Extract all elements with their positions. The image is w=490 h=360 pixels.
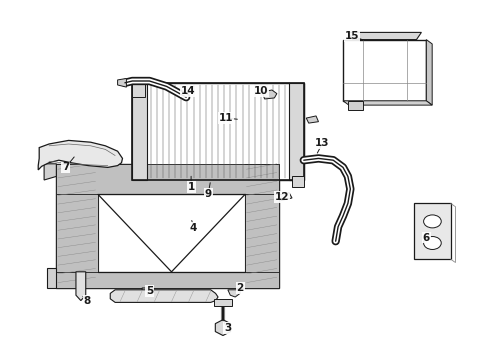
Polygon shape: [343, 40, 426, 101]
Text: 15: 15: [344, 31, 359, 41]
Polygon shape: [56, 164, 98, 288]
Polygon shape: [98, 194, 245, 272]
Text: 2: 2: [237, 283, 244, 293]
Polygon shape: [44, 164, 56, 180]
Polygon shape: [343, 101, 432, 105]
Text: 10: 10: [253, 86, 268, 96]
Polygon shape: [118, 78, 126, 87]
Text: 1: 1: [188, 182, 195, 192]
Polygon shape: [348, 32, 421, 40]
Polygon shape: [414, 203, 451, 259]
Text: 9: 9: [205, 189, 212, 199]
Polygon shape: [132, 83, 147, 180]
Polygon shape: [426, 40, 432, 105]
Text: 4: 4: [190, 222, 197, 233]
Text: 3: 3: [224, 323, 231, 333]
Text: 12: 12: [275, 192, 290, 202]
Polygon shape: [292, 176, 304, 187]
Polygon shape: [306, 116, 318, 123]
Polygon shape: [278, 193, 292, 201]
Polygon shape: [56, 164, 279, 288]
Text: 7: 7: [62, 162, 70, 172]
Polygon shape: [228, 290, 240, 297]
Text: 6: 6: [423, 233, 430, 243]
Circle shape: [423, 237, 441, 249]
Text: 11: 11: [219, 113, 234, 123]
Text: 5: 5: [146, 286, 153, 296]
Polygon shape: [110, 290, 218, 302]
Text: 8: 8: [84, 296, 91, 306]
Polygon shape: [142, 288, 152, 302]
Polygon shape: [215, 320, 231, 336]
Polygon shape: [245, 164, 279, 288]
Polygon shape: [132, 79, 145, 97]
Text: 14: 14: [180, 86, 195, 96]
Polygon shape: [262, 90, 277, 99]
Polygon shape: [47, 268, 56, 288]
Polygon shape: [38, 140, 122, 170]
Polygon shape: [348, 101, 363, 110]
Polygon shape: [56, 272, 279, 288]
Polygon shape: [76, 272, 86, 301]
Text: 13: 13: [315, 138, 330, 148]
Polygon shape: [214, 299, 232, 306]
Circle shape: [423, 215, 441, 228]
Polygon shape: [289, 83, 304, 180]
Polygon shape: [132, 83, 304, 180]
Polygon shape: [56, 164, 279, 194]
